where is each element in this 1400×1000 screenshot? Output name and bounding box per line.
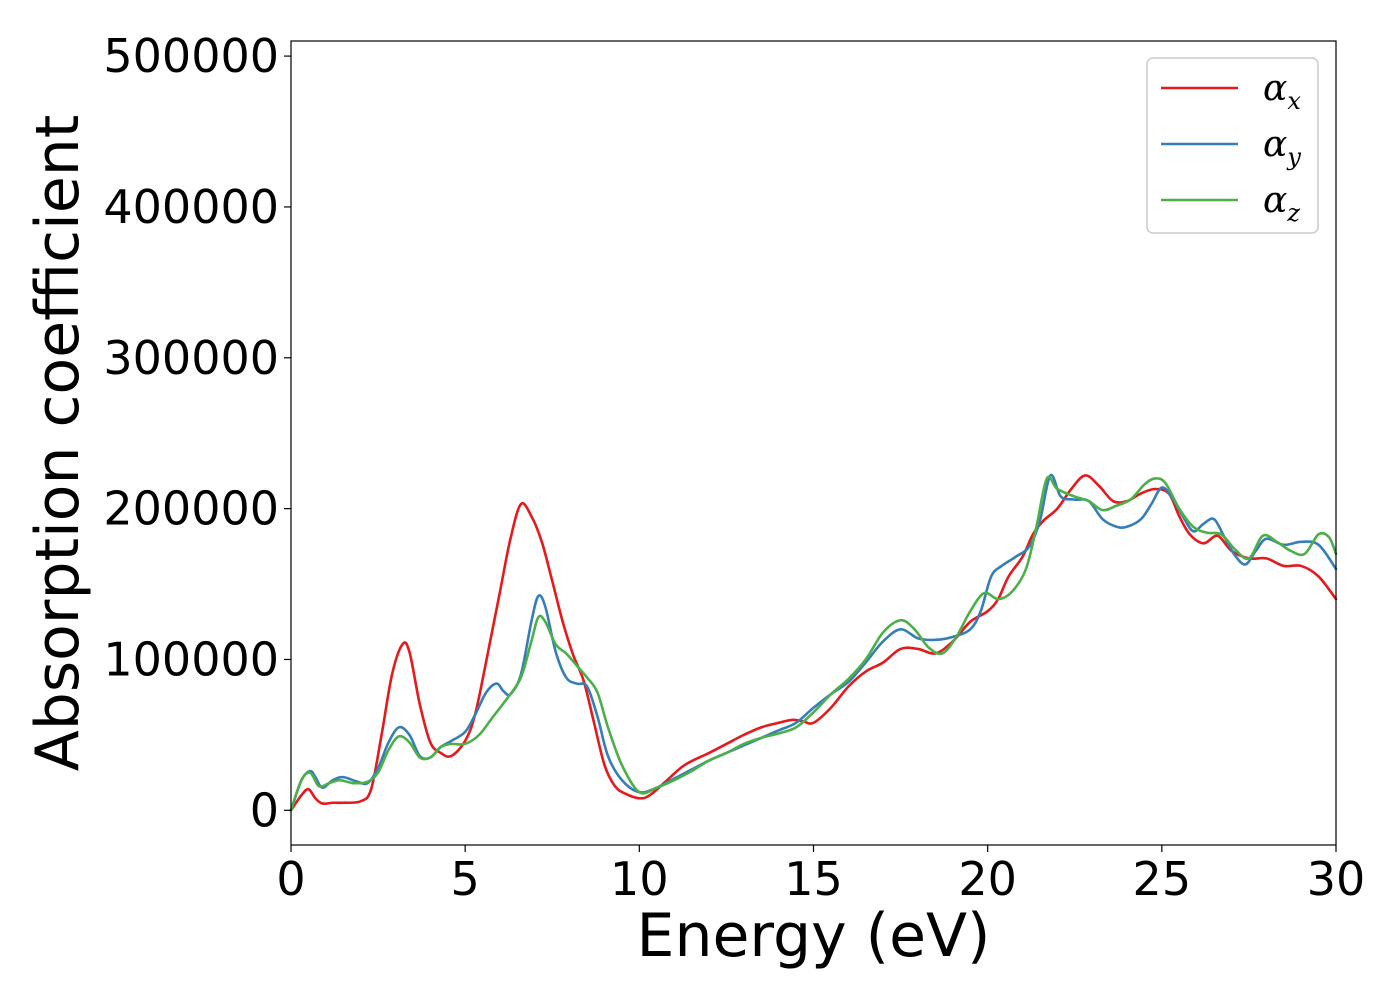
- x-axis-label: Energy (eV): [637, 901, 991, 971]
- x-tick-label: 15: [784, 852, 843, 906]
- y-tick-label: 500000: [103, 29, 279, 83]
- y-tick-label: 100000: [103, 632, 279, 686]
- x-axis: 0 5 10 15 20 25 30: [276, 845, 1365, 906]
- y-tick-label: 300000: [103, 331, 279, 385]
- legend-box: [1146, 57, 1319, 234]
- y-axis: 0 100000 200000 300000 400000 500000: [103, 29, 291, 837]
- legend-label-x: αx: [1263, 68, 1301, 115]
- plot-lines: [289, 473, 1338, 812]
- y-tick-label: 200000: [103, 482, 279, 536]
- x-tick-label: 30: [1307, 852, 1366, 906]
- legend-label-z: αz: [1263, 180, 1300, 227]
- x-tick-label: 10: [610, 852, 669, 906]
- series-line-x: [289, 474, 1338, 812]
- y-axis-label: Absorption coefficient: [23, 115, 93, 772]
- legend-label-y: αy: [1263, 124, 1301, 171]
- x-tick-label: 5: [451, 852, 480, 906]
- legend: αx αy αz: [1146, 57, 1319, 234]
- series-line-z: [289, 475, 1338, 812]
- x-tick-label: 0: [276, 852, 305, 906]
- x-tick-label: 20: [958, 852, 1017, 906]
- y-tick-label: 400000: [103, 180, 279, 234]
- y-tick-label: 0: [250, 783, 279, 837]
- x-tick-label: 25: [1133, 852, 1192, 906]
